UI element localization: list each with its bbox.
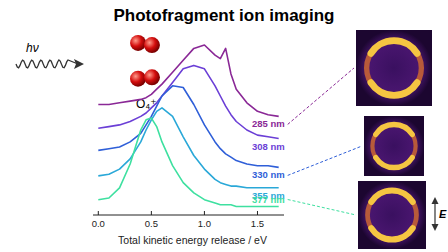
- x-tick-label: 1.5: [251, 218, 264, 229]
- polarization-arrow: [434, 201, 435, 227]
- x-axis: 0.0 0.5 1.0 1.5 Total kinetic energy release…: [92, 211, 284, 246]
- polarization-arrowhead: [432, 197, 439, 204]
- photon-label: hν: [26, 41, 39, 55]
- x-tick: [204, 211, 205, 215]
- ion-ring-bright: [371, 83, 417, 96]
- series-labels: 285 nm308 nm330 nm355 nm377 nm: [252, 118, 285, 204]
- ion-ring-bright: [371, 41, 417, 54]
- x-tick: [98, 211, 99, 215]
- connector: [288, 146, 362, 175]
- ion-ring: [367, 41, 422, 96]
- series-label: 377 nm: [252, 194, 285, 205]
- canvas: Photofragment ion imaginghνO₄⁺0.00.51.01…: [0, 0, 448, 252]
- x-tick-label: 0.0: [92, 218, 105, 229]
- connector: [288, 200, 356, 216]
- ion-ring-bright: [371, 190, 412, 201]
- oxygen-atom: [144, 69, 160, 85]
- series-label: 308 nm: [252, 141, 285, 152]
- series-label: 285 nm: [252, 118, 285, 129]
- ion-ring-bright: [376, 158, 412, 168]
- x-tick: [257, 211, 258, 215]
- ion-ring-bright: [376, 124, 412, 134]
- ion-ring: [372, 124, 415, 167]
- root: Photofragment ion imaginghνO₄⁺0.00.51.01…: [0, 0, 448, 252]
- ion-image: [364, 116, 424, 176]
- title: Photofragment ion imaging: [114, 6, 335, 25]
- polarization-label: E: [439, 208, 447, 220]
- oxygen-atom: [130, 35, 146, 51]
- oxygen-atom: [144, 37, 160, 53]
- ion-ring: [368, 191, 417, 240]
- ion-image: [358, 181, 426, 249]
- photon-wave: [16, 60, 78, 68]
- photon-arrowhead: [74, 59, 84, 69]
- x-tick-label: 0.5: [145, 218, 158, 229]
- x-tick-label: 1.0: [198, 218, 211, 229]
- polarization-arrowhead: [432, 224, 439, 231]
- oxygen-atom: [130, 71, 146, 87]
- ion-image: [356, 30, 432, 106]
- ion-images: [288, 30, 432, 249]
- ion-ring-bright: [371, 228, 412, 239]
- x-axis-line: [93, 215, 284, 216]
- spectrum-line: [98, 45, 278, 116]
- series-label: 330 nm: [252, 169, 285, 180]
- x-axis-label: Total kinetic energy release / eV: [118, 234, 267, 246]
- x-tick: [151, 211, 152, 215]
- connector: [288, 68, 354, 124]
